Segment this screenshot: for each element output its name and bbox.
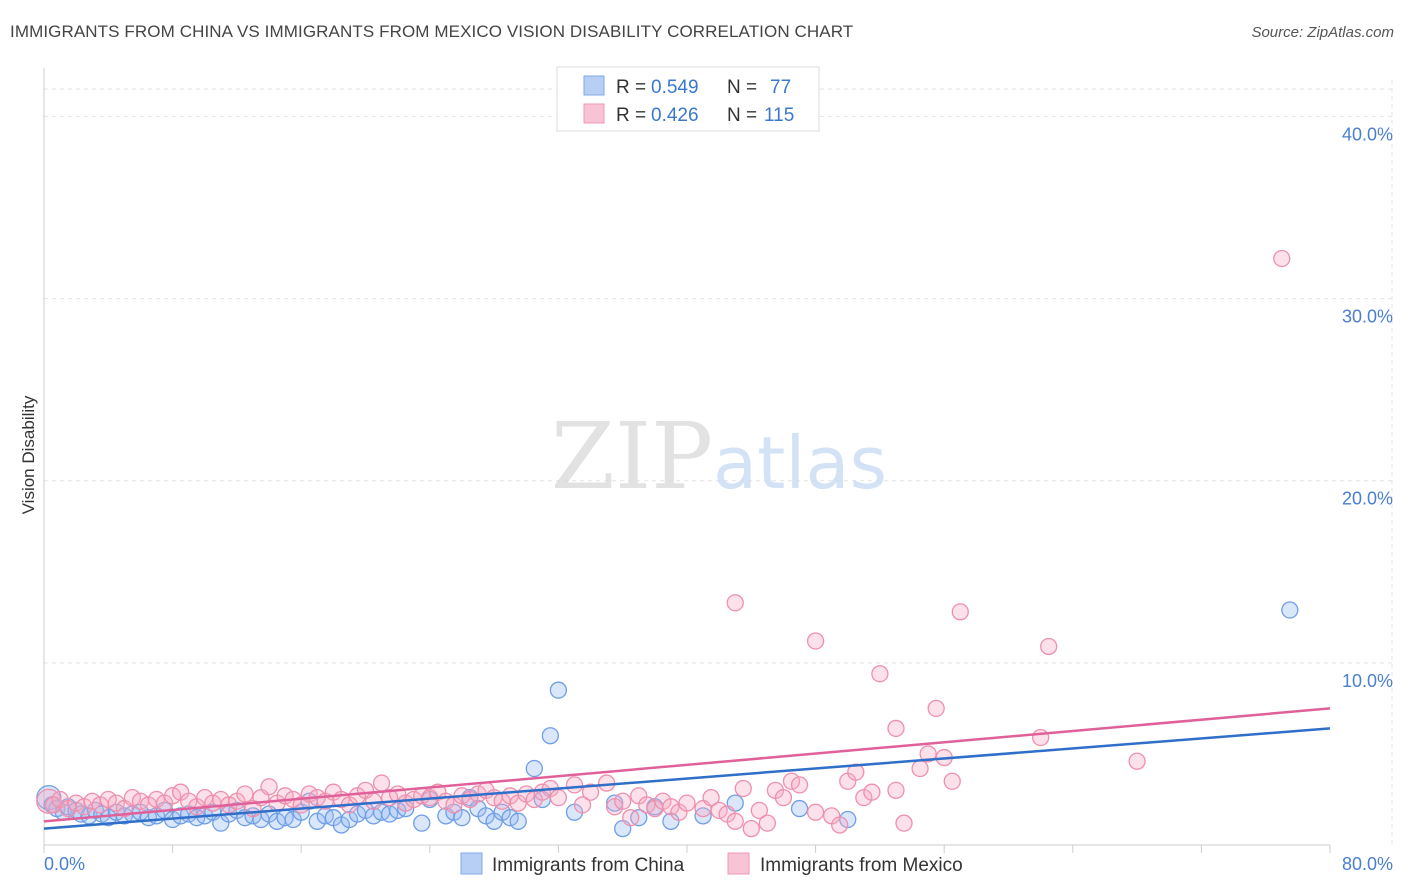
point-mexico-103 (919, 745, 937, 763)
point-mexico-114 (1273, 249, 1291, 268)
point-mexico-83 (726, 812, 744, 830)
point-mexico-66 (573, 796, 592, 814)
point-mexico-86 (750, 801, 768, 820)
point-mexico-25 (236, 785, 254, 803)
watermark-atlas: atlas (713, 421, 887, 505)
point-mexico-91 (790, 776, 809, 794)
trend-lines (43, 707, 1331, 830)
y-tick-label-0: 10.0% (1342, 671, 1393, 691)
legend-n-label-mexico: N = (727, 105, 757, 126)
point-mexico-68 (597, 774, 616, 792)
correlation-legend: R = 0.549 N = 77 R = 0.426 N = 115 (556, 66, 820, 132)
point-mexico-92 (806, 803, 825, 821)
point-mexico-108 (806, 632, 825, 650)
y-tick-label-3: 40.0% (1342, 124, 1393, 144)
series-legend-label-china: Immigrants from China (492, 855, 685, 876)
point-mexico-107 (726, 594, 744, 612)
legend-swatch-china (583, 75, 605, 96)
point-china-63 (549, 681, 568, 699)
point-mexico-71 (622, 809, 640, 827)
point-china-48 (413, 814, 431, 832)
point-mexico-65 (565, 776, 584, 794)
y-tick-labels: 10.0% 20.0% 30.0% 40.0% (1342, 124, 1393, 690)
point-mexico-106 (943, 772, 961, 790)
point-china-52 (453, 809, 471, 827)
point-mexico-113 (1128, 752, 1146, 770)
trend-line-china (43, 727, 1331, 830)
data-points (36, 249, 1299, 838)
point-china-74 (1281, 601, 1299, 619)
point-china-72 (790, 799, 809, 818)
point-mexico-78 (678, 794, 696, 812)
point-mexico-109 (951, 603, 969, 621)
series-legend-swatch-mexico (727, 852, 750, 875)
chart-title: IMMIGRANTS FROM CHINA VS IMMIGRANTS FROM… (10, 22, 854, 41)
legend-r-label-china: R = (616, 77, 646, 98)
y-axis-label: Vision Disability (19, 395, 38, 514)
point-mexico-67 (581, 783, 600, 801)
legend-r-value-china: 0.549 (651, 77, 699, 98)
point-mexico-84 (734, 779, 752, 798)
point-mexico-94 (831, 816, 849, 834)
series-legend: Immigrants from China Immigrants from Me… (460, 852, 963, 876)
x-tick-label-right: 80.0% (1342, 854, 1393, 874)
legend-n-value-mexico: 115 (764, 105, 794, 126)
legend-n-label-china: N = (727, 77, 757, 98)
x-tick-label-left: 0.0% (44, 854, 85, 874)
point-mexico-64 (549, 788, 568, 807)
point-mexico-112 (1032, 728, 1050, 747)
trend-line-mexico (43, 707, 1331, 823)
point-mexico-99 (871, 665, 889, 683)
point-mexico-101 (895, 814, 913, 832)
point-mexico-102 (911, 759, 929, 778)
point-mexico-104 (927, 699, 945, 718)
series-legend-swatch-china (460, 852, 483, 875)
y-tick-label-2: 30.0% (1342, 307, 1393, 327)
point-mexico-100 (887, 781, 905, 800)
point-china-60 (525, 759, 543, 778)
point-mexico-85 (742, 819, 760, 838)
series-legend-label-mexico: Immigrants from Mexico (760, 855, 963, 876)
point-mexico-111 (1040, 637, 1058, 656)
point-mexico-110 (887, 719, 905, 738)
point-china-59 (509, 812, 527, 830)
point-mexico-70 (614, 792, 632, 810)
point-mexico-42 (372, 774, 391, 792)
point-china-70 (694, 807, 712, 825)
point-mexico-98 (863, 783, 881, 801)
point-mexico-87 (758, 814, 777, 832)
axes (43, 68, 1331, 853)
watermark: ZIP atlas (551, 403, 887, 510)
legend-r-value-mexico: 0.426 (651, 105, 699, 126)
source-label: Source: ZipAtlas.com (1251, 24, 1394, 41)
point-mexico-80 (702, 788, 720, 807)
legend-swatch-mexico (583, 103, 605, 124)
point-mexico-28 (260, 778, 278, 796)
legend-r-label-mexico: R = (616, 105, 646, 126)
legend-n-value-china: 77 (770, 77, 791, 98)
watermark-zip: ZIP (551, 403, 713, 510)
x-tick-labels: 0.0% 80.0% (44, 854, 1393, 874)
point-china-62 (541, 727, 560, 745)
y-tick-label-1: 20.0% (1342, 489, 1393, 509)
point-mexico-89 (774, 788, 793, 807)
